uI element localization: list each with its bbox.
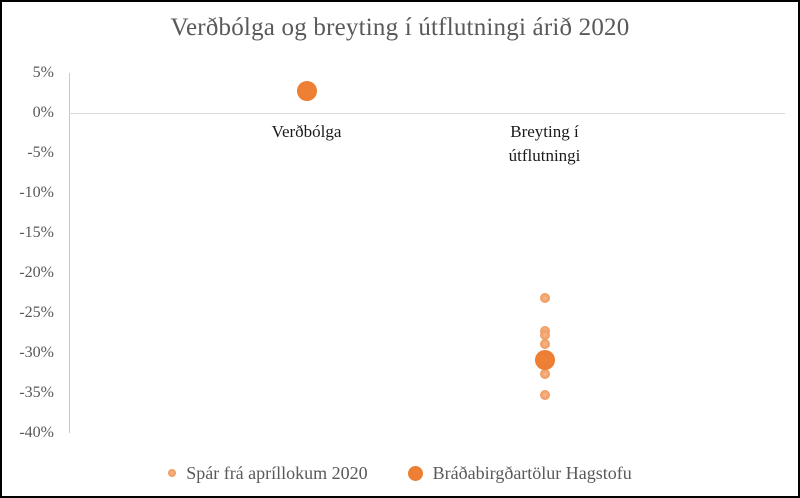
category-label-line: útflutningi: [508, 146, 581, 165]
data-point-forecast: [539, 292, 550, 303]
legend-item-official: Bráðabirgðartölur Hagstofu: [407, 462, 632, 484]
y-axis-tick-label: -20%: [19, 264, 54, 281]
y-axis-tick-label: -25%: [19, 304, 54, 321]
category-label: Breyting í útflutningi: [455, 120, 635, 168]
y-axis-tick-label: -10%: [19, 184, 54, 201]
data-point-forecast: [539, 389, 550, 400]
y-axis-tick-label: 5%: [32, 64, 54, 81]
data-point-official: [296, 81, 317, 102]
y-axis-tick-label: 0%: [32, 104, 54, 121]
legend-label: Spár frá apríllokum 2020: [186, 462, 368, 483]
small-light-orange-icon: [168, 469, 177, 477]
y-axis-tick-label: -5%: [27, 144, 54, 161]
category-label: Verðbólga: [217, 120, 397, 144]
category-label-line: Breyting í: [510, 122, 579, 141]
y-axis-tick-label: -30%: [19, 344, 54, 361]
y-axis-tick-label: -35%: [19, 384, 54, 401]
legend: Spár frá apríllokum 2020 Bráðabirgðartölu…: [2, 458, 798, 488]
data-point-official: [534, 350, 555, 371]
data-point-forecast: [539, 329, 550, 340]
large-orange-icon: [407, 465, 423, 481]
zero-gridline: [69, 113, 785, 114]
legend-item-forecasts: Spár frá apríllokum 2020: [168, 462, 368, 484]
y-axis-tick-label: -15%: [19, 224, 54, 241]
y-axis-tick-label: -40%: [19, 424, 54, 441]
y-axis-line: [69, 73, 70, 433]
data-point-forecast: [539, 368, 550, 379]
data-point-forecast: [539, 339, 550, 350]
legend-label: Bráðabirgðartölur Hagstofu: [432, 462, 632, 483]
category-label-line: Verðbólga: [271, 122, 342, 141]
chart-title: Verðbólga og breyting í útflutningi árið…: [170, 14, 630, 41]
